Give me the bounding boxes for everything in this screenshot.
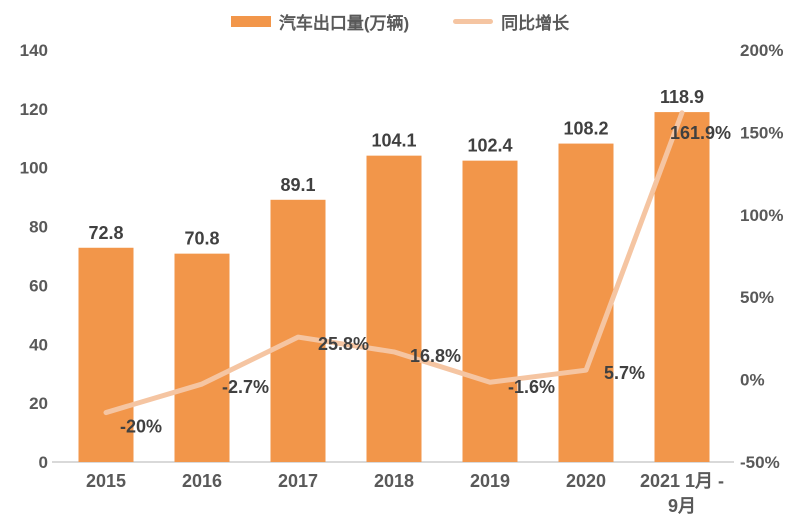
bar-2020 — [558, 143, 614, 462]
bar-value-label: 72.8 — [88, 223, 123, 243]
line-value-label: 25.8% — [318, 334, 369, 354]
chart-legend: 汽车出口量(万辆) 同比增长 — [0, 0, 800, 34]
bar-value-label: 70.8 — [184, 229, 219, 249]
left-axis-tick: 80 — [29, 218, 48, 237]
bar-2019 — [462, 160, 518, 462]
bar-2015 — [78, 247, 134, 462]
bar-2018 — [366, 155, 422, 463]
x-axis-label: 9月 — [668, 496, 696, 516]
x-axis-label: 2016 — [182, 471, 222, 491]
line-value-label: 161.9% — [670, 123, 731, 143]
x-axis-label: 2019 — [470, 471, 510, 491]
right-axis-tick: 100% — [740, 206, 783, 225]
left-axis-tick: 100 — [20, 159, 48, 178]
chart-canvas: 0 20 40 60 80 100 120 140 -50% 0% 50% 100% 150% 200% 7… — [20, 41, 784, 516]
bar-value-label: 102.4 — [467, 136, 512, 156]
x-axis-label: 2021 1月 - — [640, 471, 724, 491]
right-axis-tick: 0% — [740, 371, 765, 390]
legend-item-line-series: 同比增长 — [453, 9, 569, 34]
bar-series-label: 汽车出口量(万辆) — [278, 14, 410, 33]
bar-value-label: 104.1 — [371, 131, 416, 151]
right-axis-tick: -50% — [740, 453, 780, 472]
bar-2016 — [174, 253, 230, 462]
line-series-swatch — [453, 19, 494, 24]
left-axis-tick: 140 — [20, 41, 48, 60]
bar-value-label: 89.1 — [280, 175, 315, 195]
left-axis-tick: 0 — [39, 453, 48, 472]
bar-value-label: 118.9 — [660, 87, 704, 107]
x-axis-label: 2018 — [374, 471, 414, 491]
bar-2021 1月-9月 — [654, 112, 710, 462]
left-axis-tick: 120 — [20, 100, 48, 119]
right-axis-tick: 200% — [740, 41, 783, 60]
left-axis-tick: 60 — [29, 276, 48, 295]
x-axis-label: 2020 — [566, 471, 606, 491]
left-axis-tick: 40 — [29, 335, 48, 354]
right-axis-tick: 150% — [740, 123, 783, 142]
bar-value-label: 108.2 — [563, 119, 608, 139]
line-value-label: -1.6% — [508, 377, 555, 397]
line-value-label: 16.8% — [410, 346, 461, 366]
growth-line — [103, 110, 685, 416]
line-series-label: 同比增长 — [501, 14, 570, 33]
line-value-label: -2.7% — [222, 377, 269, 397]
right-axis-tick: 50% — [740, 288, 774, 307]
bar-series-swatch — [230, 16, 271, 27]
bar-2017 — [270, 199, 326, 462]
legend-item-bar-series: 汽车出口量(万辆) — [230, 9, 410, 34]
x-axis-label: 2015 — [86, 471, 126, 491]
x-axis-label: 2017 — [278, 471, 318, 491]
line-value-label: -20% — [120, 417, 162, 437]
left-axis-tick: 20 — [29, 394, 48, 413]
line-value-label: 5.7% — [604, 363, 645, 383]
